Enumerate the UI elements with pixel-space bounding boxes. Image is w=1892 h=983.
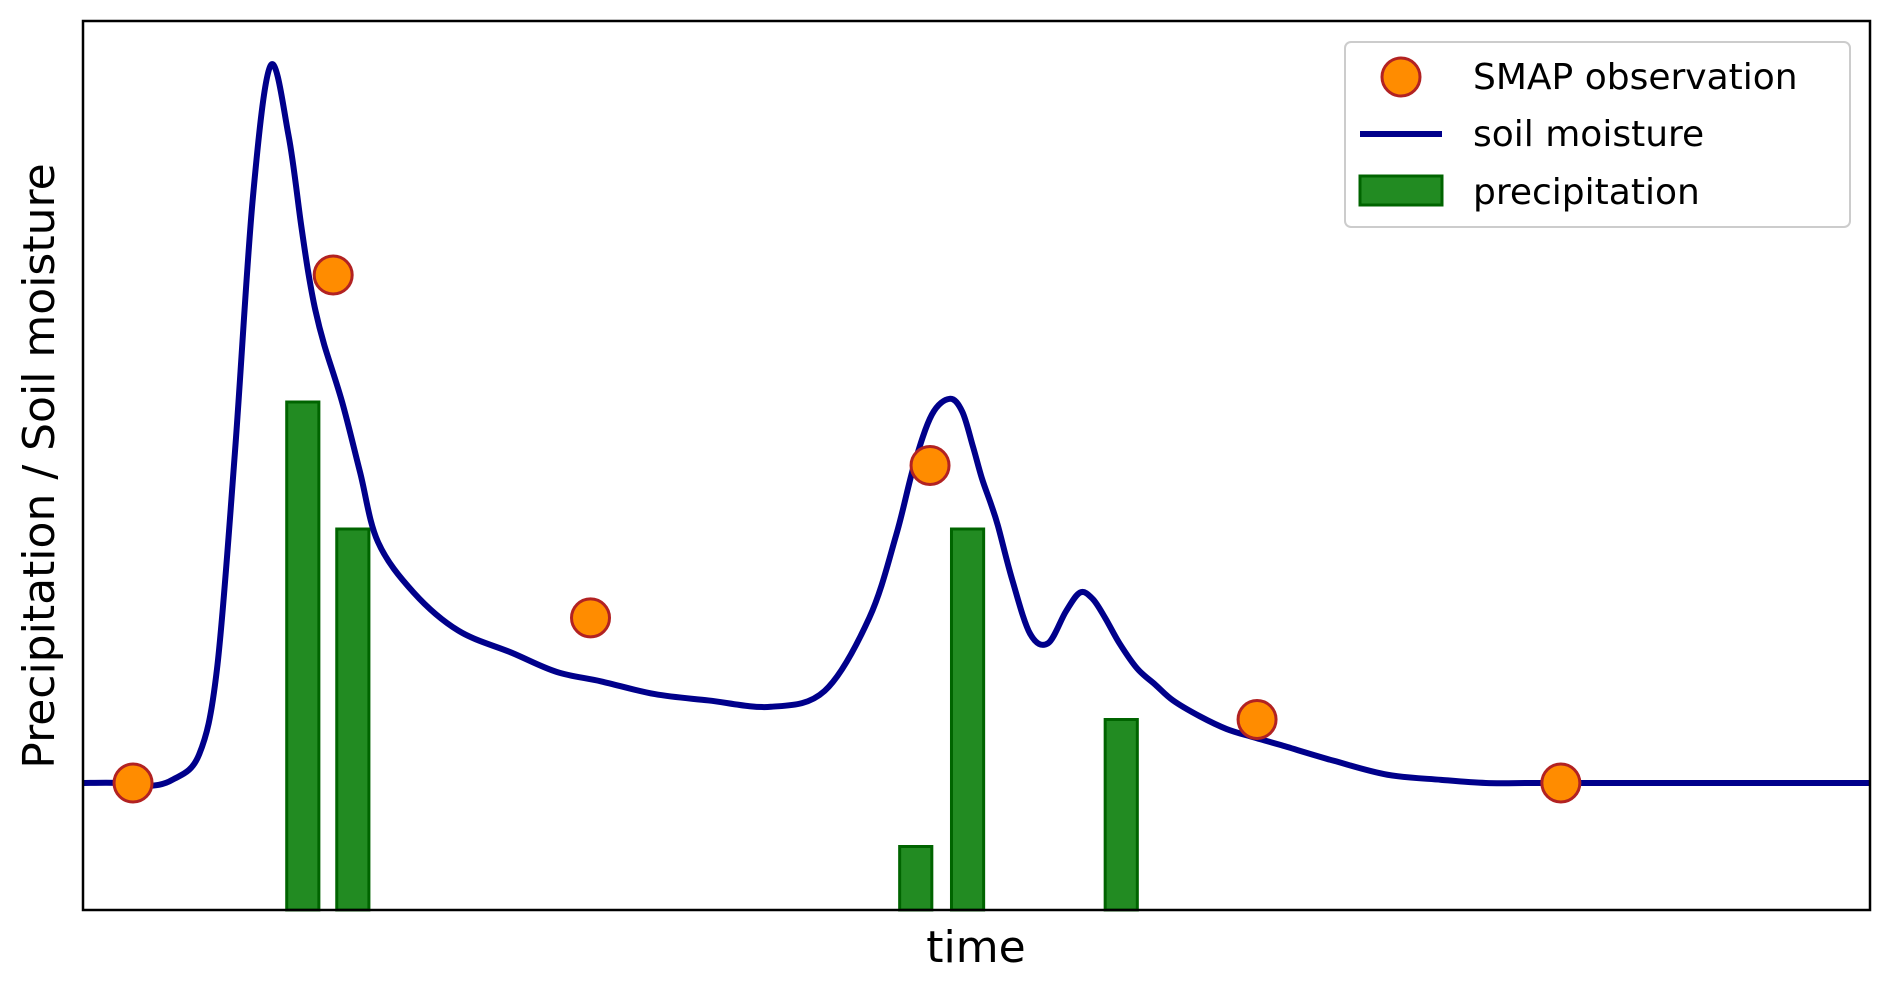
soil-moisture-line-layer (82, 61, 1870, 790)
smap-observation-point (1540, 762, 1582, 804)
precipitation-bar (898, 845, 934, 912)
smap-observation-point (570, 597, 612, 639)
y-axis-label: Precipitation / Soil moisture (14, 163, 65, 768)
legend-label-smap: SMAP observation (1473, 57, 1798, 98)
precipitation-bar (285, 400, 321, 912)
legend-smap-marker (1380, 56, 1422, 98)
precipitation-bars (285, 400, 1139, 912)
smap-observation-point (1236, 699, 1278, 740)
legend-box (1344, 41, 1851, 228)
precipitation-bar (949, 527, 986, 912)
legend-label-soil-moisture: soil moisture (1473, 114, 1704, 155)
legend: SMAP observation soil moisture precipita… (1344, 41, 1851, 228)
smap-observation-point (909, 445, 951, 486)
precipitation-bar (335, 527, 371, 912)
legend-label-precipitation: precipitation (1473, 172, 1700, 213)
smap-observation-points (112, 254, 1582, 804)
precipitation-bar (1103, 718, 1139, 912)
x-axis-label: time (926, 922, 1025, 973)
plot-frame (81, 19, 1872, 912)
soil-moisture-line (82, 61, 1870, 790)
smap-observation-point (312, 254, 354, 296)
legend-precipitation-patch (1358, 174, 1444, 207)
smap-observation-point (112, 762, 154, 804)
